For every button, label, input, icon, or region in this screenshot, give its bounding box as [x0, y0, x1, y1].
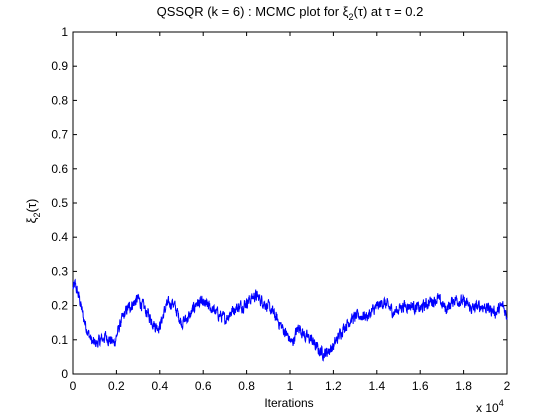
- y-tick-label: 0.1: [51, 333, 68, 347]
- chart-title-subscript: 2: [348, 12, 353, 22]
- y-tick-label: 1: [61, 25, 68, 39]
- x-tick-label: 1: [287, 379, 294, 393]
- chart-title: QSSQR (k = 6) : MCMC plot for ξ2(τ) at τ…: [157, 4, 424, 22]
- y-tick-label: 0.3: [51, 264, 68, 278]
- x-axis-multiplier-exponent: 4: [499, 398, 504, 408]
- x-axis-multiplier: x 104: [476, 398, 504, 415]
- x-tick-label: 1.8: [455, 379, 472, 393]
- x-tick-label: 0.2: [108, 379, 125, 393]
- chart-title-suffix: (τ) at τ = 0.2: [353, 4, 423, 19]
- y-axis-label-rest: (τ): [24, 199, 39, 213]
- x-tick-label: 0.6: [195, 379, 212, 393]
- y-tick-label: 0.2: [51, 299, 68, 313]
- x-tick-label: 0.4: [151, 379, 168, 393]
- y-tick-label: 0.9: [51, 59, 68, 73]
- axes-box: [72, 31, 508, 375]
- y-axis-label: ξ2(τ): [24, 199, 42, 224]
- x-axis-ticks: 0 0.2 0.4 0.6 0.8 1 1.2 1.4 1.6 1.8 2: [70, 32, 511, 393]
- series-line: [72, 278, 508, 362]
- y-tick-label: 0.8: [51, 93, 68, 107]
- y-tick-label: 0.6: [51, 162, 68, 176]
- x-axis-multiplier-base: x 10: [476, 401, 499, 415]
- x-tick-label: 0.8: [238, 379, 255, 393]
- x-axis-label: Iterations: [264, 396, 313, 410]
- y-tick-label: 0.4: [51, 230, 68, 244]
- y-axis-ticks: 0 0.1 0.2 0.3 0.4 0.5 0.6 0.7 0.8 0.9 1: [51, 25, 507, 381]
- y-tick-label: 0.5: [51, 196, 68, 210]
- chart-title-prefix: QSSQR (k = 6) : MCMC plot for: [157, 4, 343, 19]
- x-tick-label: 0: [70, 379, 77, 393]
- x-tick-label: 1.2: [325, 379, 342, 393]
- y-tick-label: 0.7: [51, 128, 68, 142]
- y-axis-label-symbol: ξ: [24, 217, 39, 223]
- x-tick-label: 1.6: [412, 379, 429, 393]
- chart-title-symbol: ξ: [343, 4, 349, 19]
- x-tick-label: 2: [504, 379, 511, 393]
- y-axis-label-subscript: 2: [32, 212, 42, 217]
- plot-area: [72, 31, 508, 375]
- x-tick-label: 1.4: [368, 379, 385, 393]
- y-tick-label: 0: [61, 367, 68, 381]
